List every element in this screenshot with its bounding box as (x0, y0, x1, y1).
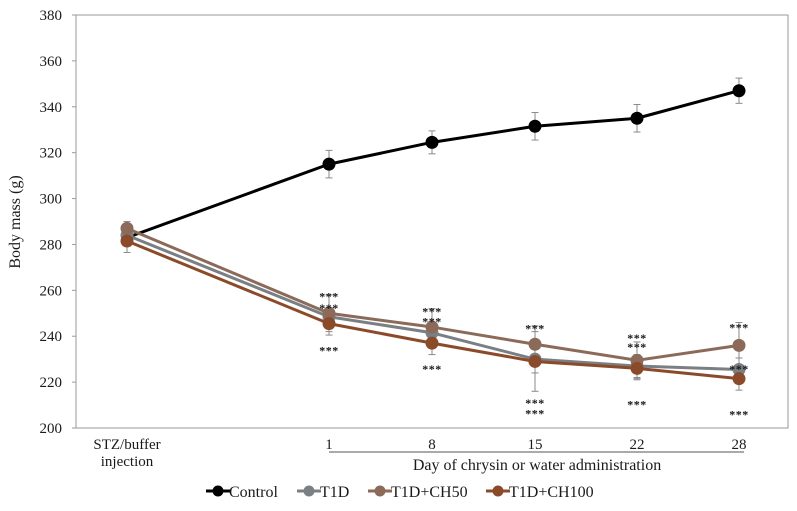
x-tick-label: 15 (528, 437, 543, 453)
series-line-control (126, 89, 740, 239)
x-axis-title: Day of chrysin or water administration (413, 457, 661, 474)
data-point-control (425, 135, 439, 149)
significance-marker: *** (319, 301, 339, 315)
series-points (120, 84, 746, 386)
y-tick-label: 300 (40, 192, 63, 208)
y-tick-label: 380 (40, 8, 63, 24)
significance-marker: *** (525, 406, 545, 420)
y-tick-label: 360 (40, 54, 63, 70)
x-tick-label: 1 (325, 437, 333, 453)
data-point-t1d-ch50 (322, 306, 336, 320)
data-point-t1d (732, 362, 746, 376)
significance-marker: *** (319, 343, 339, 357)
plot-frame (75, 14, 789, 429)
y-tick-label: 200 (40, 421, 63, 437)
data-point-t1d-ch50 (732, 338, 746, 352)
series-line-t1d-ch100 (126, 239, 740, 381)
series-lines (126, 89, 740, 381)
y-tick-label: 260 (40, 283, 63, 299)
legend-label-t1d-ch100: T1D+CH100 (509, 484, 594, 501)
data-point-t1d-ch100 (732, 372, 746, 386)
significance-marker: *** (422, 315, 442, 329)
significance-marker: *** (627, 397, 647, 411)
data-point-control (528, 119, 542, 133)
legend-label-control: Control (229, 484, 278, 501)
significance-marker: *** (627, 331, 647, 345)
legend-label-t1d: T1D (320, 484, 349, 501)
legend-marker-t1d-ch50 (374, 485, 386, 497)
data-point-t1d-ch50 (425, 320, 439, 334)
y-tick-label: 280 (40, 237, 63, 253)
legend-marker-t1d-ch100 (492, 485, 504, 497)
data-point-t1d-ch50 (120, 221, 134, 235)
y-axis-ticks: 200 220 240 260 280 300 320 340 360 380 (40, 8, 76, 437)
y-tick-label: 240 (40, 329, 63, 345)
x-tick-label: injection (101, 454, 154, 470)
series-line-t1d (126, 233, 740, 371)
legend: Control T1D T1D+CH50 T1D+CH100 (206, 484, 594, 501)
legend-marker-control (212, 485, 224, 497)
significance-marker: *** (729, 362, 749, 376)
data-point-t1d-ch100 (120, 234, 134, 248)
series-line-t1d-ch50 (126, 227, 740, 362)
significance-marker: *** (525, 396, 545, 410)
y-tick-label: 340 (40, 100, 63, 116)
significance-marker: *** (627, 340, 647, 354)
x-tick-label: 22 (630, 437, 645, 453)
data-point-t1d-ch50 (528, 337, 542, 351)
x-tick-label: 28 (732, 437, 747, 453)
significance-annotations: ****************************************… (319, 289, 749, 422)
y-tick-label: 320 (40, 146, 63, 162)
significance-marker: *** (525, 322, 545, 336)
data-point-control (322, 157, 336, 171)
y-tick-label: 220 (40, 375, 63, 391)
legend-marker-t1d (303, 485, 315, 497)
data-point-t1d-ch100 (322, 317, 336, 331)
significance-marker: *** (729, 408, 749, 422)
x-tick-label: STZ/buffer (93, 437, 160, 453)
significance-marker: *** (422, 362, 442, 376)
significance-marker: *** (319, 289, 339, 303)
data-point-t1d-ch100 (425, 336, 439, 350)
data-point-t1d-ch100 (630, 361, 644, 375)
significance-marker: *** (422, 304, 442, 318)
data-point-control (732, 84, 746, 98)
y-axis-title: Body mass (g) (7, 175, 24, 268)
significance-marker: *** (729, 320, 749, 334)
data-point-t1d-ch100 (528, 354, 542, 368)
data-point-control (630, 111, 644, 125)
legend-label-t1d-ch50: T1D+CH50 (391, 484, 468, 501)
x-tick-label: 8 (428, 437, 436, 453)
